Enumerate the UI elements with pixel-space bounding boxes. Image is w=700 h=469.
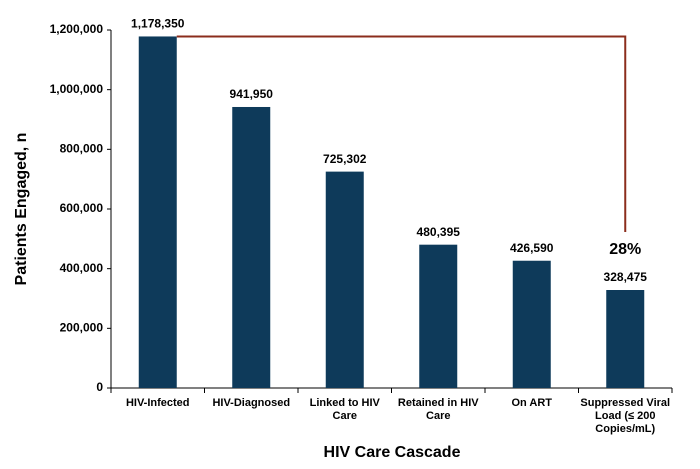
x-tick-label: HIV-Infected (125, 397, 190, 409)
value-label: 1,178,350 (131, 17, 185, 31)
x-tick-label: Suppressed Viral Load (≤ 200 Copies/mL) (580, 397, 671, 435)
y-tick-label: 800,000 (60, 142, 104, 156)
bar (512, 260, 551, 388)
bar (606, 290, 645, 388)
bar (325, 171, 364, 388)
y-tick-label: 400,000 (60, 261, 104, 275)
x-tick-label: HIV-Diagnosed (212, 397, 291, 409)
value-label: 725,302 (323, 152, 367, 166)
value-label: 480,395 (417, 225, 461, 239)
bracket (176, 35, 627, 233)
bar (138, 36, 177, 388)
value-label: 328,475 (604, 270, 648, 284)
y-tick-label: 0 (96, 380, 103, 394)
y-tick-label: 600,000 (60, 201, 104, 215)
value-label: 941,950 (230, 87, 274, 101)
y-tick-label: 1,200,000 (50, 22, 104, 36)
value-label: 426,590 (510, 241, 554, 255)
x-tick-label: Linked to HIV Care (309, 397, 380, 422)
y-axis-title: Patients Engaged, n (13, 133, 30, 286)
y-tick-label: 1,000,000 (50, 82, 104, 96)
x-tick-label: Retained in HIV Care (397, 397, 479, 422)
bar (419, 244, 458, 388)
annotation: 28% (609, 241, 641, 258)
y-tick-label: 200,000 (60, 321, 104, 335)
x-axis-title: HIV Care Cascade (324, 444, 461, 461)
x-tick-label: On ART (511, 397, 553, 409)
bar (232, 106, 271, 388)
